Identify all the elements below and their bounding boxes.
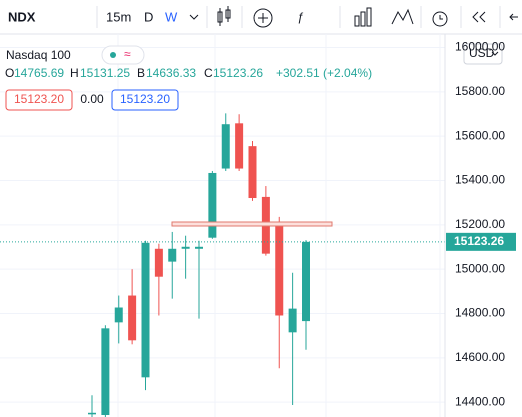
y-tick-label: 14800.00	[455, 306, 505, 320]
y-tick-label: 16000.00	[455, 40, 505, 54]
last-price-tag	[446, 232, 516, 251]
candle-body	[154, 248, 163, 277]
currency[interactable]: USD	[469, 46, 495, 60]
sell-button[interactable]	[5, 89, 73, 111]
fx-icon[interactable]: ƒ	[297, 10, 304, 24]
candles-icon[interactable]	[217, 6, 231, 26]
candle-body	[101, 328, 110, 416]
buy-price[interactable]: 15123.20	[120, 92, 170, 106]
compare-icon[interactable]	[391, 8, 414, 25]
y-tick-label: 15600.00	[455, 128, 505, 142]
toolbar-bg	[0, 0, 522, 34]
y-tick-label: 15000.00	[455, 261, 505, 275]
candle-body	[248, 146, 257, 199]
instrument-name: Nasdaq 100	[6, 48, 71, 62]
high-label: H	[70, 66, 79, 80]
candle-body	[302, 241, 310, 322]
sell-price[interactable]: 15123.20	[14, 92, 64, 106]
candle-body	[128, 295, 137, 341]
back-icon[interactable]	[509, 13, 518, 21]
status-pill[interactable]	[101, 45, 145, 65]
indicator-add-icon[interactable]	[253, 8, 273, 28]
y-tick-label: 14400.00	[455, 394, 505, 408]
ohlc-legend: O 14765.69 H 15131.25 B 14636.33 C 15123…	[5, 66, 372, 80]
change-value: +302.51 (+2.04%)	[276, 66, 372, 80]
high-value: 15131.25	[80, 66, 130, 80]
drawn-rectangle[interactable]	[171, 221, 333, 227]
symbol[interactable]: NDX	[8, 9, 36, 24]
last-price-label: 15123.26	[454, 234, 504, 248]
market-open-dot	[110, 52, 116, 58]
alert-icon[interactable]	[432, 11, 448, 27]
dropdown-icon[interactable]	[189, 14, 199, 20]
candle-body	[88, 412, 96, 415]
currency-dropdown	[491, 51, 499, 56]
interval[interactable]: 15m	[106, 9, 131, 24]
low-value: 14636.33	[146, 66, 196, 80]
low-label: B	[137, 66, 145, 80]
day-interval[interactable]: D	[144, 9, 153, 24]
layout-icon[interactable]	[354, 7, 372, 27]
spread: 0.00	[80, 92, 104, 106]
open-label: O	[5, 66, 14, 80]
close-label: C	[204, 66, 213, 80]
status-icon: ≈	[124, 47, 131, 61]
candle-body	[168, 248, 177, 262]
week-interval[interactable]: W	[165, 9, 178, 24]
replay-icon[interactable]	[472, 11, 486, 23]
plot	[0, 34, 445, 417]
y-tick-label: 15800.00	[455, 84, 505, 98]
y-tick-label: 14600.00	[455, 350, 505, 364]
close-value: 15123.26	[213, 66, 263, 80]
candle-body	[208, 172, 217, 238]
candle-body	[275, 222, 284, 316]
currency-button[interactable]	[463, 43, 503, 65]
candle-body	[195, 246, 203, 249]
toolbar: NDX 15m D W ƒ	[0, 0, 522, 35]
y-tick-label: 15200.00	[455, 217, 505, 231]
candle-body	[288, 308, 297, 333]
candle-body	[181, 246, 190, 249]
candle-body	[141, 242, 150, 378]
candle-body	[114, 307, 123, 323]
candle-body	[235, 123, 244, 169]
buy-button[interactable]	[111, 89, 179, 111]
y-tick-label: 15400.00	[455, 173, 505, 187]
candle-body	[221, 124, 230, 169]
open-value: 14765.69	[14, 66, 64, 80]
